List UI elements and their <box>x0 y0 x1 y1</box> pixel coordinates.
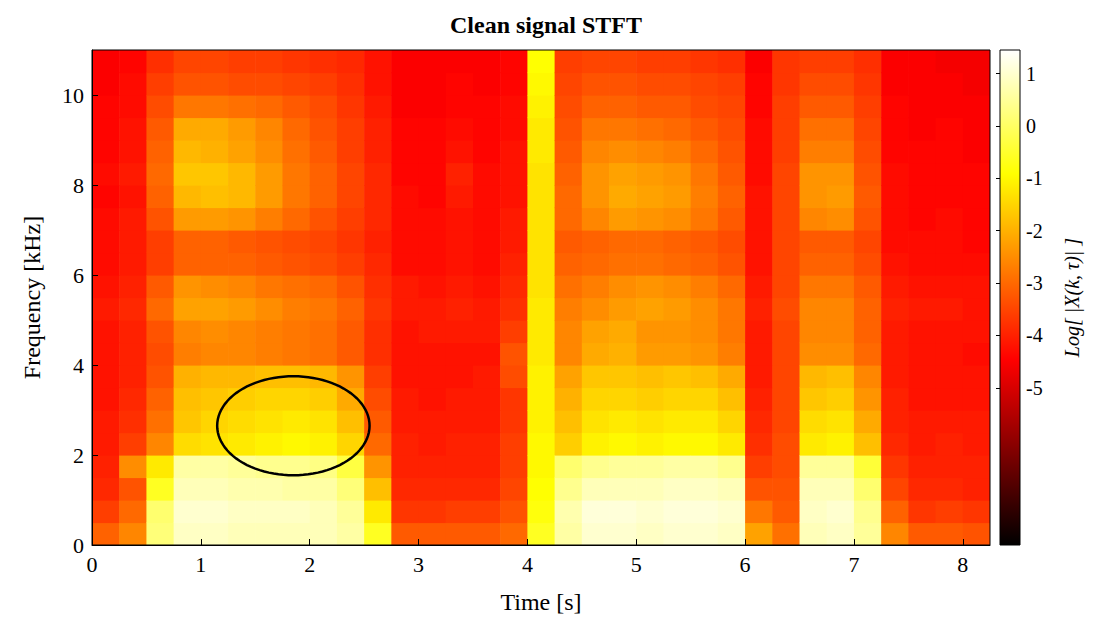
svg-text:10: 10 <box>62 83 84 108</box>
svg-text:1: 1 <box>195 552 206 577</box>
svg-text:0: 0 <box>73 533 84 558</box>
svg-text:0: 0 <box>1026 115 1036 137</box>
svg-text:Frequency [kHz]: Frequency [kHz] <box>19 216 45 379</box>
svg-text:6: 6 <box>740 552 751 577</box>
svg-text:4: 4 <box>73 353 84 378</box>
svg-text:-5: -5 <box>1026 377 1043 399</box>
svg-text:-2: -2 <box>1026 220 1043 242</box>
svg-text:3: 3 <box>413 552 424 577</box>
svg-text:0: 0 <box>87 552 98 577</box>
svg-text:Log[ |X(k, τ)| ]: Log[ |X(k, τ)| ] <box>1061 238 1084 358</box>
svg-text:1: 1 <box>1026 63 1036 85</box>
svg-text:7: 7 <box>848 552 859 577</box>
svg-text:-3: -3 <box>1026 272 1043 294</box>
svg-text:Time [s]: Time [s] <box>500 589 581 615</box>
svg-text:8: 8 <box>73 173 84 198</box>
svg-text:-1: -1 <box>1026 167 1043 189</box>
svg-text:8: 8 <box>957 552 968 577</box>
svg-text:2: 2 <box>304 552 315 577</box>
svg-text:5: 5 <box>631 552 642 577</box>
svg-text:Clean signal STFT: Clean signal STFT <box>450 12 642 38</box>
svg-text:2: 2 <box>73 443 84 468</box>
svg-text:4: 4 <box>522 552 533 577</box>
svg-text:6: 6 <box>73 263 84 288</box>
svg-text:-4: -4 <box>1026 324 1043 346</box>
